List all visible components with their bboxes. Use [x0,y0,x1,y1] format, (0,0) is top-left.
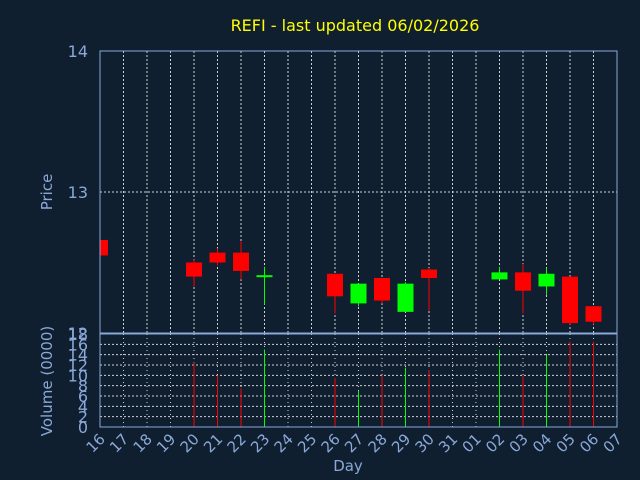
volume-tick-label: 2 [78,408,88,427]
x-tick-label: 05 [553,430,579,456]
volume-bars [193,341,594,427]
chart-title: REFI - last updated 06/02/2026 [231,16,480,35]
candle-body [421,269,437,279]
x-axis-label: Day [333,457,363,475]
price-grid [100,51,617,333]
candle-body [186,262,202,277]
candle-06 [585,306,602,325]
x-tick-label: 19 [153,430,179,456]
volume-panel-frame [99,333,618,428]
x-tick-label: 06 [576,430,602,456]
candle-23 [256,266,273,305]
candle-body [327,273,343,297]
candle-27 [350,283,367,307]
x-tick-label: 24 [271,430,297,456]
candle-04 [538,268,555,295]
candle-16 [99,239,108,256]
candle-22 [233,241,249,280]
x-tick-label: 27 [341,430,367,456]
volume-axis-label: Volume (0000) [38,326,56,436]
candle-body [538,273,555,287]
volume-tick-label: 14 [68,346,88,365]
volume-tick-label: 10 [68,366,88,385]
candle-02 [491,266,508,280]
candle-30 [421,268,437,311]
volume-tick-label: 12 [68,356,88,375]
candle-body [350,283,367,304]
candle-21 [209,248,226,266]
price-panel-frame [99,50,618,334]
candle-20 [186,259,202,287]
candle-body [515,272,531,291]
x-tick-label: 17 [106,430,132,456]
candle-29 [397,282,414,312]
x-tick-label: 01 [459,430,485,456]
candle-body [397,283,414,312]
candle-03 [515,263,531,314]
volume-tick-label: 8 [78,377,88,396]
candle-body [491,272,508,280]
price-tick-label: 14 [68,42,88,61]
candle-body [374,278,390,301]
x-tick-label: 26 [318,430,344,456]
volume-tick-label: 0 [78,418,88,437]
x-tick-label: 31 [435,430,461,456]
x-tick-label: 04 [529,430,555,456]
candle-body [209,252,226,263]
x-tick-label: 25 [294,430,320,456]
candle-body [585,306,602,322]
price-tick-label: 12 [68,324,88,343]
candle-body [562,276,578,324]
price-y-ticks: 12 13 14 [68,42,88,343]
x-tick-label: 02 [482,430,508,456]
x-tick-label: 20 [177,430,203,456]
candle-26 [327,273,343,314]
x-tick-label: 18 [130,430,156,456]
x-tick-label: 22 [224,430,250,456]
price-tick-label: 13 [68,183,88,202]
candle-28 [374,278,390,304]
x-tick-label: 28 [365,430,391,456]
volume-tick-label: 6 [78,387,88,406]
candle-05 [562,276,578,325]
volume-tick-label: 16 [68,335,88,354]
x-tick-label: 03 [506,430,532,456]
candles [99,239,602,325]
price-axis-label: Price [38,174,56,211]
volume-tick-label: 4 [78,397,88,416]
x-tick-label: 23 [247,430,273,456]
candle-body [233,252,249,271]
x-tick-label: 07 [600,430,626,456]
x-tick-label: 30 [412,430,438,456]
x-tick-label: 29 [388,430,414,456]
candle-body [100,239,108,256]
x-tick-label: 21 [200,430,226,456]
volume-tick-label: 18 [68,325,88,344]
candle-body [256,275,273,278]
x-ticks: 1617181920212223242526272829303101020304… [83,430,626,456]
